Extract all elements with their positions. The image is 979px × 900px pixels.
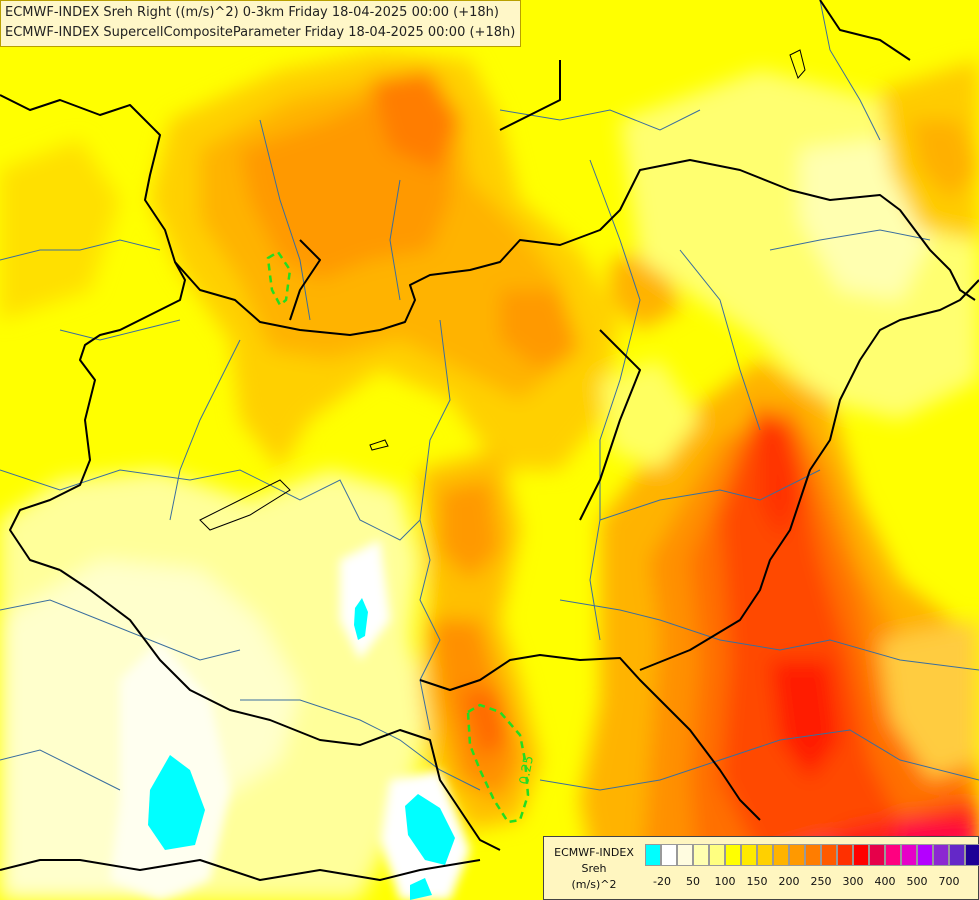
legend-tick-label: 200 (778, 875, 800, 888)
legend-swatch (725, 844, 741, 866)
cyan-pocket-3 (405, 794, 455, 865)
legend-tick-label: 400 (874, 875, 896, 888)
legend-swatch (885, 844, 901, 866)
legend-tick-label: 300 (842, 875, 864, 888)
legend-label-line-3: (m/s)^2 (571, 878, 617, 891)
scp-contour-south (466, 703, 530, 824)
legend-swatch (677, 844, 693, 866)
title-line-1: ECMWF-INDEX Sreh Right ((m/s)^2) 0-3km F… (5, 5, 499, 20)
cyan-pocket-1 (148, 755, 205, 850)
legend-label-line-2: Sreh (581, 862, 607, 875)
legend-swatch (933, 844, 949, 866)
legend-swatches (645, 844, 979, 866)
legend-label-line-1: ECMWF-INDEX (554, 846, 634, 859)
map-title-box: ECMWF-INDEX Sreh Right ((m/s)^2) 0-3km F… (0, 0, 522, 47)
legend-swatch (645, 844, 661, 866)
legend-tick-label: 500 (906, 875, 928, 888)
legend-swatch (709, 844, 725, 866)
legend-swatch (853, 844, 869, 866)
legend-tick-label: 250 (810, 875, 832, 888)
legend-swatch (837, 844, 853, 866)
cyan-pocket-2 (354, 598, 368, 640)
legend-swatch (789, 844, 805, 866)
legend-swatch (917, 844, 933, 866)
legend-tick-label: -20 (653, 875, 671, 888)
legend-swatch (773, 844, 789, 866)
legend-swatch (805, 844, 821, 866)
country-borders (0, 0, 979, 881)
lake-north (789, 49, 806, 79)
scp-contour-north (266, 250, 292, 307)
legend-swatch (661, 844, 677, 866)
legend-swatch (965, 844, 979, 866)
legend-swatch (757, 844, 773, 866)
legend-swatch (741, 844, 757, 866)
legend-swatch (821, 844, 837, 866)
legend-tick-label: 150 (746, 875, 768, 888)
legend-swatch (869, 844, 885, 866)
legend-swatch (693, 844, 709, 866)
legend-swatch (901, 844, 917, 866)
lake-small (369, 439, 389, 451)
legend-tick-label: 50 (686, 875, 700, 888)
legend-tick-label: 700 (938, 875, 960, 888)
legend-swatch (949, 844, 965, 866)
lake-balaton (199, 479, 291, 531)
color-legend: ECMWF-INDEX Sreh (m/s)^2 -20 50 100 150 200 2… (543, 836, 979, 900)
title-line-2: ECMWF-INDEX SupercellCompositeParameter … (5, 25, 516, 40)
cyan-pocket-4 (410, 878, 432, 900)
legend-tick-label: 100 (714, 875, 736, 888)
scp-contour-label: 0.25 (517, 755, 537, 786)
